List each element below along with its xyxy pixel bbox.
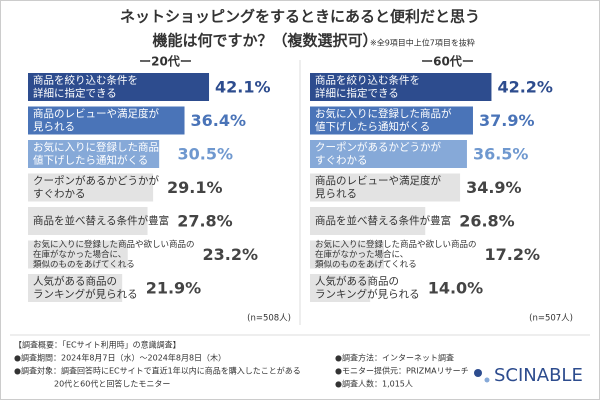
bar-label: すぐわかる bbox=[33, 188, 86, 200]
sample-size: (n=508人) bbox=[247, 314, 291, 324]
title-line: ネットショッピングをするときにあると便利だと思う bbox=[120, 8, 480, 26]
bar-label: 類似のものをあげてくれる bbox=[315, 259, 417, 270]
bar-label: 見られる bbox=[33, 121, 75, 133]
bar bbox=[28, 173, 154, 202]
bar bbox=[28, 140, 160, 168]
bar-label: お気に入りに登録した商品が bbox=[33, 141, 170, 154]
panel-title: ー20代ー bbox=[139, 54, 192, 69]
value-label: 27.8% bbox=[177, 212, 233, 231]
bar-label: クーポンがあるかどうかが bbox=[33, 174, 159, 187]
footer-text: 【調査概要：「ECサイト利用時」の意識調査】 bbox=[14, 340, 181, 350]
bar-label: 在庫がなかった場合に、 bbox=[33, 249, 126, 260]
brand-icon bbox=[474, 369, 482, 377]
bar-label: 商品を絞り込む条件を bbox=[33, 74, 138, 87]
bar-label: お気に入りに登録した商品や欲しい商品の bbox=[33, 239, 195, 250]
bar bbox=[28, 207, 148, 235]
bar bbox=[310, 207, 426, 235]
bar-label: クーポンがあるかどうかが bbox=[315, 141, 441, 154]
value-label: 29.1% bbox=[167, 178, 223, 197]
bar-label: 詳細に指定できる bbox=[315, 86, 399, 99]
title-line: 機能は何ですか？（複数選択可） bbox=[152, 32, 377, 50]
bar-label: お気に入りに登録した商品が bbox=[315, 107, 452, 120]
bar bbox=[310, 73, 492, 101]
footer-text: ●調査対象：調査回答時にECサイトで直近1年以内に商品を購入したことがある bbox=[14, 366, 301, 376]
bar-label: ランキングが見られる bbox=[315, 287, 420, 300]
value-label: 26.8% bbox=[459, 212, 515, 231]
footer-text: ●モニター提供元：PRIZMAリサーチ bbox=[335, 366, 469, 376]
bar-label: ランキングが見られる bbox=[33, 287, 138, 300]
footer-text: 20代と60代と回答したモニター bbox=[14, 379, 170, 389]
bar-label: 在庫がなかった場合に、 bbox=[315, 249, 408, 260]
value-label: 36.5% bbox=[473, 145, 529, 164]
bar bbox=[310, 106, 473, 135]
footer-text: ●調査方法：インターネット調査 bbox=[335, 353, 454, 363]
bar bbox=[310, 240, 384, 269]
brand: SCINABLE bbox=[494, 365, 583, 386]
sample-size: (n=507人) bbox=[529, 314, 573, 324]
bar-label: 商品のレビューや満足度が bbox=[33, 107, 159, 120]
bar-label: 値下げしたら通知がくる bbox=[315, 120, 430, 133]
bar bbox=[28, 274, 123, 302]
bar-label: 商品のレビューや満足度が bbox=[315, 174, 441, 187]
value-label: 36.4% bbox=[191, 111, 247, 130]
bar-label: 人気がある商品の bbox=[315, 275, 399, 288]
bar bbox=[310, 140, 467, 168]
value-label: 14.0% bbox=[428, 279, 484, 298]
bar-label: 値下げしたら通知がくる bbox=[33, 153, 148, 166]
bar-label: 人気がある商品の bbox=[33, 275, 117, 288]
value-label: 17.2% bbox=[485, 245, 541, 264]
bar-label: 商品を並べ替える条件が豊富 bbox=[315, 214, 451, 227]
value-label: 21.9% bbox=[146, 279, 202, 298]
bar-label: 見られる bbox=[315, 188, 357, 200]
bar bbox=[310, 173, 461, 202]
bar-label: 商品を絞り込む条件を bbox=[315, 74, 420, 87]
bar-label: すぐわかる bbox=[315, 154, 368, 166]
bar-label: 類似のものをあげてくれる bbox=[33, 259, 135, 270]
bar bbox=[28, 240, 128, 269]
footer-text: ●調査人数：1,015人 bbox=[335, 379, 413, 389]
panel-title: ー60代ー bbox=[421, 54, 474, 69]
value-label: 34.9% bbox=[466, 178, 522, 197]
footer-text: ●調査期間：2024年8月7日（水）～2024年8月8日（木） bbox=[14, 353, 226, 363]
bar bbox=[28, 106, 185, 135]
bar bbox=[28, 73, 210, 101]
brand-icon bbox=[484, 377, 490, 383]
value-label: 30.5% bbox=[178, 145, 234, 164]
bar-label: お気に入りに登録した商品や欲しい商品の bbox=[315, 239, 477, 250]
value-label: 42.1% bbox=[215, 78, 271, 97]
value-label: 23.2% bbox=[203, 245, 259, 264]
value-label: 37.9% bbox=[479, 111, 535, 130]
bar bbox=[310, 274, 371, 302]
bar-label: 商品を並べ替える条件が豊富 bbox=[33, 214, 169, 227]
note: ※全9項目中上位7項目を抜粋 bbox=[370, 38, 475, 48]
bar-label: 詳細に指定できる bbox=[33, 86, 117, 99]
value-label: 42.2% bbox=[497, 78, 553, 97]
